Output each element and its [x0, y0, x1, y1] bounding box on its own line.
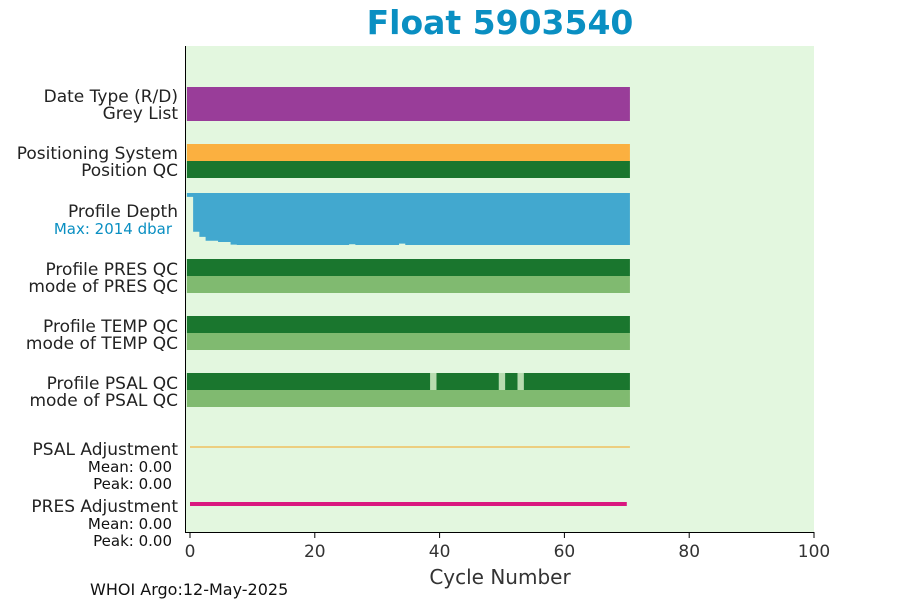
- row-label-mode-temp-qc: mode of TEMP QC: [26, 334, 178, 354]
- adjustment-mean-psal: Mean: 0.00: [88, 458, 172, 476]
- row-label-mode-psal-qc: mode of PSAL QC: [29, 391, 178, 411]
- bar-position-qc: [186, 161, 630, 178]
- x-axis-ticks: 0 20 40 60 80 100: [185, 532, 830, 562]
- adjustment-label-psal: PSAL Adjustment: [33, 440, 179, 460]
- gap-profile-psal-qc-cycle-50: [498, 373, 506, 390]
- bar-mode-pres-qc: [186, 276, 630, 293]
- bar-profile-psal-qc: [505, 373, 518, 390]
- footer-credit: WHOI Argo:12-May-2025: [90, 580, 288, 599]
- x-tick-label-100: 100: [798, 542, 830, 562]
- row-label-positioning-system: Positioning System: [17, 144, 178, 164]
- row-label-date-type: Date Type (R/D): [44, 87, 178, 107]
- row-label-profile-depth: Profile Depth: [68, 202, 178, 222]
- adjustment-peak-psal: Peak: 0.00: [93, 475, 172, 493]
- bar-mode-temp-qc: [186, 333, 630, 350]
- profile-depth-max-label: Max: 2014 dbar: [54, 220, 173, 238]
- chart-marks: [186, 87, 630, 506]
- x-tick-label-60: 60: [554, 542, 576, 562]
- bar-profile-psal-qc: [186, 373, 431, 390]
- row-label-profile-pres-qc: Profile PRES QC: [45, 260, 178, 280]
- bar-positioning-system: [186, 144, 630, 161]
- adjustment-peak-pres: Peak: 0.00: [93, 532, 172, 550]
- bar-grey-list: [186, 104, 630, 121]
- bar-profile-temp-qc: [186, 316, 630, 333]
- gap-profile-psal-qc-cycle-53: [517, 373, 524, 390]
- row-labels: Date Type (R/D)Grey List Positioning Syst…: [17, 87, 179, 550]
- x-tick-label-40: 40: [429, 542, 451, 562]
- adjustment-mean-pres: Mean: 0.00: [88, 515, 172, 533]
- row-label-profile-temp-qc: Profile TEMP QC: [43, 317, 178, 337]
- x-tick-label-80: 80: [678, 542, 700, 562]
- row-label-mode-pres-qc: mode of PRES QC: [28, 277, 178, 297]
- bar-date-type: [186, 87, 630, 104]
- bar-profile-psal-qc: [523, 373, 630, 390]
- adjustment-label-pres: PRES Adjustment: [31, 497, 178, 517]
- row-label-grey-list: Grey List: [103, 104, 179, 124]
- bar-profile-pres-qc: [186, 259, 630, 276]
- bar-mode-psal-qc: [186, 390, 630, 407]
- x-axis-label: Cycle Number: [429, 565, 571, 589]
- row-label-position-qc: Position QC: [81, 161, 178, 181]
- x-tick-label-20: 20: [304, 542, 326, 562]
- profile-depth-area: [186, 193, 630, 245]
- chart-title: Float 5903540: [367, 3, 634, 42]
- x-tick-label-0: 0: [185, 542, 196, 562]
- bar-profile-psal-qc: [436, 373, 499, 390]
- gap-profile-psal-qc-cycle-39: [430, 373, 437, 390]
- row-label-profile-psal-qc: Profile PSAL QC: [47, 374, 178, 394]
